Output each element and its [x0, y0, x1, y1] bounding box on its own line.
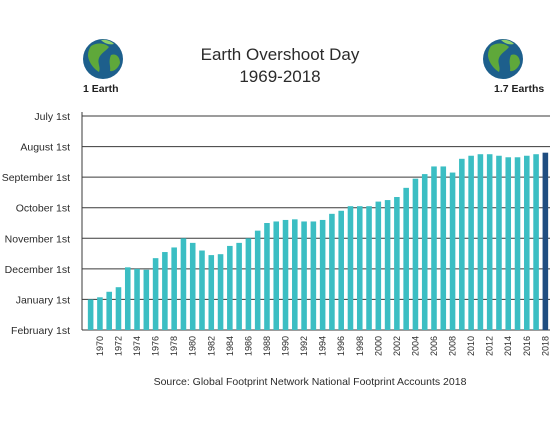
bar-1996 [338, 210, 344, 330]
bar-1994 [319, 219, 326, 330]
bar-1970 [97, 297, 103, 330]
bar-1971 [106, 291, 112, 330]
y-tick-label: December 1st [5, 264, 70, 276]
bar-1984 [227, 245, 233, 330]
x-tick-label: 1998 [355, 336, 365, 356]
source-note: Source: Global Footprint Network Nationa… [153, 376, 467, 388]
chart-title-line2: 1969-2018 [239, 67, 321, 86]
bar-1973 [124, 267, 131, 330]
bar-2015 [514, 157, 521, 330]
x-tick-label: 2002 [392, 336, 402, 356]
x-tick-label: 2016 [522, 336, 532, 356]
bar-1982 [208, 255, 215, 330]
bar-1972 [115, 287, 122, 330]
bar-1988 [264, 223, 270, 330]
right-globe-label: 1.7 Earths [494, 83, 545, 95]
bar-1985 [236, 242, 242, 330]
y-tick-label: February 1st [11, 325, 70, 337]
bar-2001 [384, 200, 391, 330]
y-tick-label: October 1st [16, 203, 70, 215]
x-tick-label: 2018 [540, 336, 550, 356]
bar-1979 [180, 238, 187, 330]
bar-1993 [310, 221, 317, 330]
bar-2014 [505, 157, 512, 330]
bar-1978 [171, 247, 177, 330]
y-tick-label: January 1st [16, 294, 70, 306]
bar-1974 [134, 268, 140, 330]
x-tick-label: 2006 [429, 336, 439, 356]
x-tick-label: 2004 [410, 336, 420, 356]
x-tick-label: 1988 [262, 336, 272, 356]
bar-1987 [254, 230, 261, 330]
bar-1997 [347, 206, 354, 330]
y-tick-label: July 1st [34, 111, 70, 123]
bar-2009 [459, 158, 465, 330]
x-tick-label: 1978 [169, 336, 179, 356]
x-tick-label: 1990 [281, 336, 291, 356]
y-tick-label: November 1st [5, 233, 70, 245]
bar-2004 [412, 178, 419, 330]
x-tick-label: 1974 [132, 336, 142, 356]
bar-2008 [449, 172, 456, 330]
bar-1990 [282, 219, 289, 330]
bar-1986 [245, 238, 252, 330]
bars [87, 152, 549, 330]
bar-2013 [496, 155, 502, 330]
x-tick-label: 1980 [188, 336, 198, 356]
x-tick-label: 1996 [336, 336, 346, 356]
x-tick-label: 2008 [448, 336, 458, 356]
x-tick-label: 2010 [466, 336, 476, 356]
bar-2007 [440, 166, 447, 330]
partial-earth-globe-icon [526, 39, 560, 79]
x-axis-labels: 1970 1972 1974 1976 1978 1980 1982 1984 1986 1988… [95, 336, 550, 356]
bar-2018 [542, 152, 549, 330]
bar-1977 [162, 252, 168, 330]
bar-2011 [477, 154, 484, 330]
left-globe-label: 1 Earth [83, 83, 119, 95]
bar-1975 [143, 269, 150, 330]
bar-2017 [533, 154, 539, 330]
x-tick-label: 2012 [485, 336, 495, 356]
x-tick-label: 1994 [318, 336, 328, 356]
x-tick-label: 1984 [225, 336, 235, 356]
bar-2003 [403, 187, 409, 330]
x-tick-label: 1982 [206, 336, 216, 356]
bar-1992 [301, 221, 307, 330]
bar-2005 [421, 174, 428, 330]
bar-2010 [468, 155, 474, 330]
bar-1998 [356, 206, 363, 330]
chart-title-line1: Earth Overshoot Day [200, 45, 360, 64]
bar-1980 [189, 242, 196, 330]
bar-1989 [273, 221, 280, 330]
x-tick-label: 2014 [503, 336, 513, 356]
x-tick-label: 1970 [95, 336, 105, 356]
x-tick-label: 1976 [151, 336, 161, 356]
y-tick-label: September 1st [2, 172, 70, 184]
bar-1999 [366, 206, 372, 330]
x-tick-label: 2000 [373, 336, 383, 356]
y-axis-labels: July 1st August 1st September 1st October 1… [2, 111, 70, 337]
bar-1983 [217, 254, 224, 330]
bar-1969 [87, 299, 94, 330]
bar-2002 [394, 197, 400, 330]
bar-2006 [431, 166, 437, 330]
bar-1976 [152, 258, 159, 330]
bar-2000 [375, 201, 382, 330]
x-tick-label: 1972 [113, 336, 123, 356]
earth-globe-icon [483, 39, 523, 79]
earth-globe-icon [83, 39, 123, 79]
bar-2012 [486, 154, 493, 330]
x-tick-label: 1986 [243, 336, 253, 356]
bar-1981 [199, 250, 205, 330]
bar-2016 [524, 155, 530, 330]
bar-1991 [292, 219, 298, 330]
y-tick-label: August 1st [20, 142, 70, 154]
x-tick-label: 1992 [299, 336, 309, 356]
bar-1995 [329, 213, 335, 330]
